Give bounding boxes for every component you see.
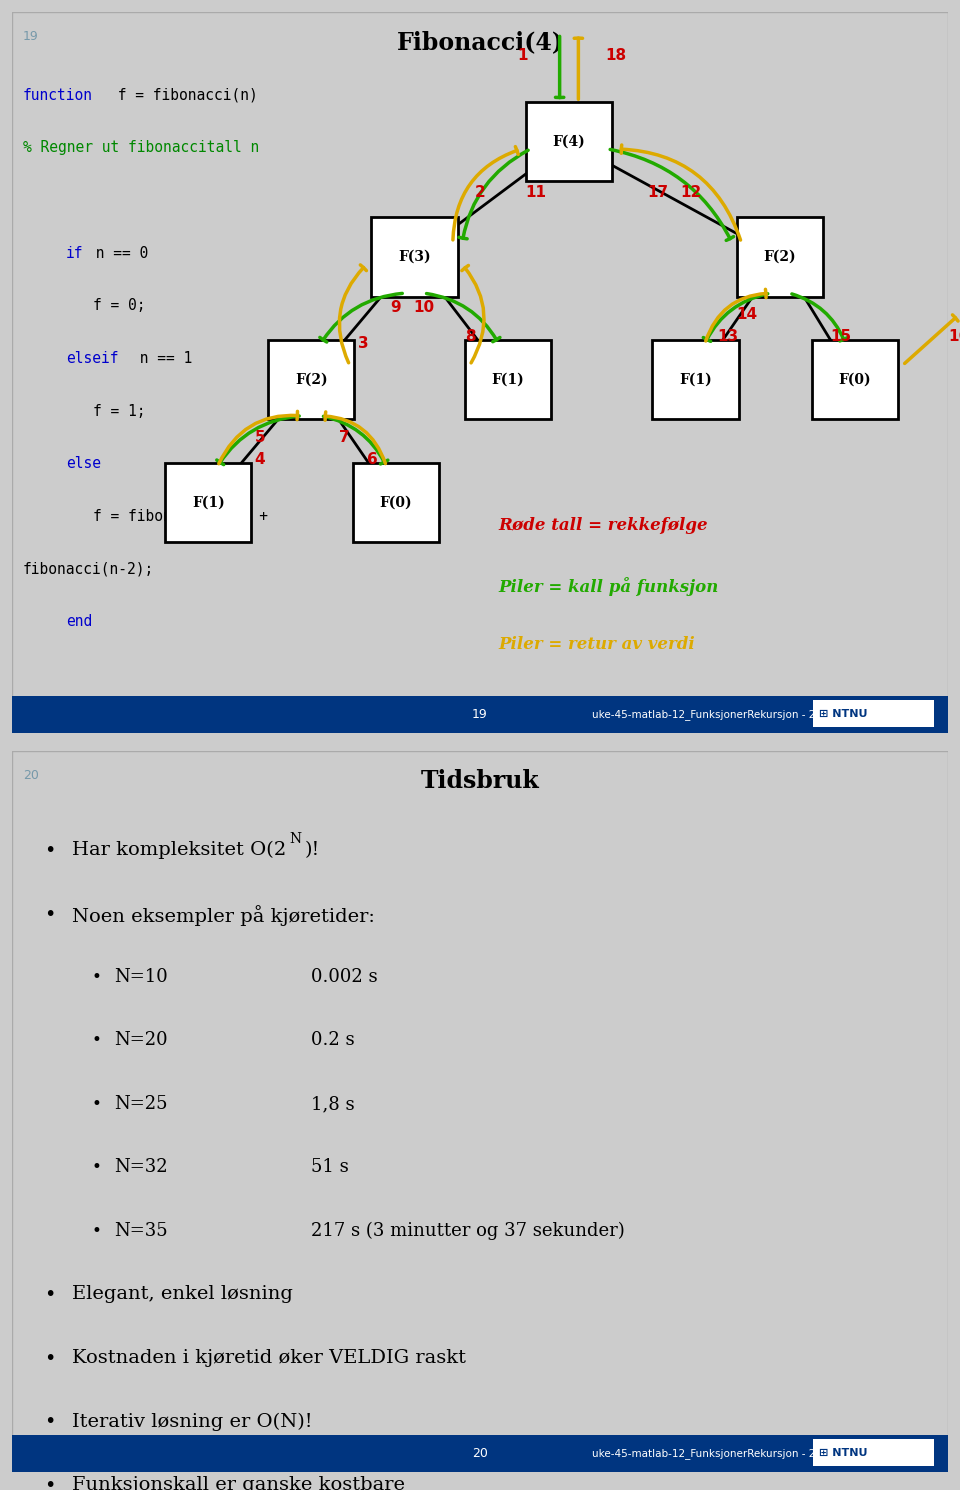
- Text: ⊞ NTNU: ⊞ NTNU: [819, 1448, 868, 1459]
- Text: fibonacci(n-2);: fibonacci(n-2);: [23, 562, 154, 577]
- Text: F(1): F(1): [192, 495, 225, 510]
- Text: 1,8 s: 1,8 s: [311, 1095, 355, 1113]
- Text: Fibonacci(4): Fibonacci(4): [396, 30, 564, 54]
- Text: function: function: [23, 88, 93, 103]
- Text: 18: 18: [606, 48, 627, 63]
- Text: 5: 5: [254, 431, 265, 446]
- FancyBboxPatch shape: [465, 340, 551, 419]
- Text: 14: 14: [736, 307, 757, 322]
- Text: •: •: [91, 968, 101, 986]
- Text: elseif: elseif: [66, 350, 118, 367]
- FancyBboxPatch shape: [736, 218, 823, 297]
- Text: •: •: [91, 1158, 101, 1177]
- Text: % Regner ut fibonaccitall n: % Regner ut fibonaccitall n: [23, 140, 259, 155]
- Text: f = 1;: f = 1;: [23, 404, 145, 419]
- Text: Har kompleksitet O(2: Har kompleksitet O(2: [72, 840, 287, 860]
- Text: •: •: [91, 1222, 101, 1240]
- Text: •: •: [44, 1286, 56, 1304]
- Text: N=32: N=32: [114, 1158, 168, 1177]
- Text: •: •: [91, 1095, 101, 1113]
- Text: •: •: [44, 904, 56, 924]
- Text: 20: 20: [23, 769, 38, 782]
- Text: •: •: [44, 1348, 56, 1368]
- Text: Piler = kall på funksjon: Piler = kall på funksjon: [499, 577, 719, 596]
- Text: N=10: N=10: [114, 968, 168, 986]
- Text: 8: 8: [466, 329, 476, 344]
- Text: f = 0;: f = 0;: [23, 298, 145, 313]
- FancyBboxPatch shape: [812, 700, 934, 727]
- FancyBboxPatch shape: [12, 696, 948, 733]
- Text: F(0): F(0): [838, 372, 871, 387]
- Text: 9: 9: [391, 299, 401, 314]
- Text: 15: 15: [830, 329, 852, 344]
- Text: end: end: [66, 614, 92, 629]
- Text: 0.2 s: 0.2 s: [311, 1031, 355, 1049]
- Text: N=35: N=35: [114, 1222, 168, 1240]
- Text: 2: 2: [474, 185, 486, 200]
- Text: 4: 4: [254, 451, 265, 466]
- Text: F(1): F(1): [492, 372, 524, 387]
- Text: ⊞ NTNU: ⊞ NTNU: [819, 709, 868, 720]
- Text: 10: 10: [413, 299, 434, 314]
- Text: •: •: [44, 1475, 56, 1490]
- Text: N=20: N=20: [114, 1031, 168, 1049]
- Text: 11: 11: [526, 185, 546, 200]
- Text: if: if: [66, 246, 84, 261]
- Text: F(2): F(2): [763, 250, 796, 264]
- Text: 12: 12: [681, 185, 702, 200]
- Text: •: •: [44, 840, 56, 860]
- Text: 0.002 s: 0.002 s: [311, 968, 378, 986]
- Text: Tidsbruk: Tidsbruk: [420, 769, 540, 793]
- Text: 1: 1: [516, 48, 527, 63]
- Text: 16: 16: [948, 329, 960, 344]
- FancyBboxPatch shape: [526, 103, 612, 182]
- FancyBboxPatch shape: [812, 1439, 934, 1466]
- Text: 6: 6: [367, 451, 377, 466]
- Text: uke-45-matlab-12_FunksjonerRekursjon - 29. oktober 2015: uke-45-matlab-12_FunksjonerRekursjon - 2…: [592, 1448, 900, 1459]
- Text: 20: 20: [472, 1447, 488, 1460]
- Text: 7: 7: [339, 431, 349, 446]
- Text: uke-45-matlab-12_FunksjonerRekursjon - 29. oktober 2015: uke-45-matlab-12_FunksjonerRekursjon - 2…: [592, 709, 900, 720]
- Text: F(1): F(1): [679, 372, 712, 387]
- FancyBboxPatch shape: [352, 462, 439, 542]
- Text: F(3): F(3): [398, 250, 431, 264]
- FancyBboxPatch shape: [653, 340, 738, 419]
- Text: F(2): F(2): [295, 372, 327, 387]
- Text: N=25: N=25: [114, 1095, 168, 1113]
- Text: Elegant, enkel løsning: Elegant, enkel løsning: [72, 1286, 294, 1304]
- Text: 3: 3: [357, 337, 369, 352]
- Text: Noen eksempler på kjøretider:: Noen eksempler på kjøretider:: [72, 904, 375, 925]
- FancyBboxPatch shape: [812, 340, 898, 419]
- Text: )!: )!: [304, 840, 320, 860]
- Text: Piler = retur av verdi: Piler = retur av verdi: [499, 636, 695, 654]
- Text: •: •: [44, 1413, 56, 1432]
- Text: f = fibonacci(n-1) +: f = fibonacci(n-1) +: [23, 508, 268, 524]
- Text: f = fibonacci(n): f = fibonacci(n): [109, 88, 257, 103]
- FancyBboxPatch shape: [372, 218, 458, 297]
- Text: Funksjonskall er ganske kostbare: Funksjonskall er ganske kostbare: [72, 1475, 405, 1490]
- Text: 17: 17: [647, 185, 668, 200]
- Text: N: N: [290, 833, 302, 846]
- FancyBboxPatch shape: [165, 462, 252, 542]
- Text: Kostnaden i kjøretid øker VELDIG raskt: Kostnaden i kjøretid øker VELDIG raskt: [72, 1348, 467, 1366]
- Text: n == 0: n == 0: [87, 246, 149, 261]
- FancyBboxPatch shape: [268, 340, 354, 419]
- Text: •: •: [91, 1031, 101, 1049]
- FancyBboxPatch shape: [12, 1435, 948, 1472]
- Text: 217 s (3 minutter og 37 sekunder): 217 s (3 minutter og 37 sekunder): [311, 1222, 625, 1240]
- Text: 19: 19: [23, 30, 38, 43]
- Text: n == 1: n == 1: [131, 350, 192, 367]
- Text: Røde tall = rekkefølge: Røde tall = rekkefølge: [499, 517, 708, 533]
- Text: else: else: [66, 456, 101, 471]
- Text: F(0): F(0): [379, 495, 412, 510]
- Text: F(4): F(4): [553, 134, 586, 149]
- Text: 51 s: 51 s: [311, 1158, 349, 1177]
- Text: 19: 19: [472, 708, 488, 721]
- Text: 13: 13: [718, 329, 739, 344]
- Text: Iterativ løsning er O(N)!: Iterativ løsning er O(N)!: [72, 1413, 313, 1430]
